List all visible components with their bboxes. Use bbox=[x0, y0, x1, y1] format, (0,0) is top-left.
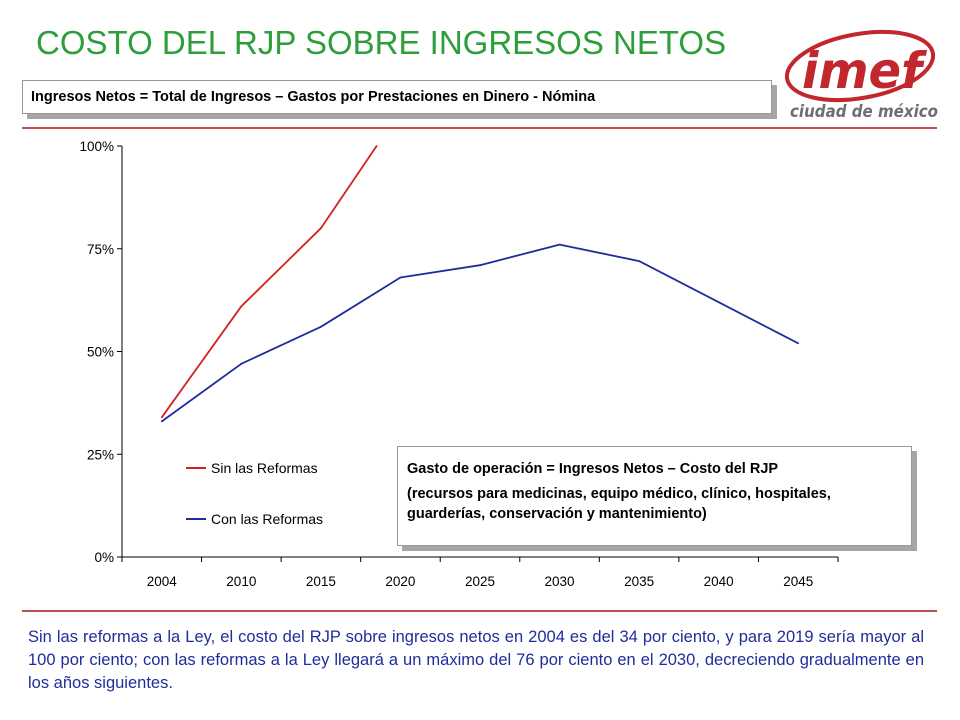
y-tick-label: 25% bbox=[87, 447, 114, 462]
y-tick-label: 50% bbox=[87, 345, 114, 360]
data-point bbox=[399, 276, 402, 279]
x-tick-label: 2020 bbox=[385, 574, 415, 589]
gasto-operacion-box: Gasto de operación = Ingresos Netos – Co… bbox=[397, 446, 912, 546]
legend-label: Con las Reformas bbox=[211, 511, 323, 527]
series-line-con-reformas bbox=[161, 243, 799, 423]
y-tick-label: 0% bbox=[94, 550, 114, 565]
x-tick-label: 2010 bbox=[226, 574, 256, 589]
data-point bbox=[638, 260, 640, 262]
line-chart: 0% 25% 50% 75% 100% 2004 2010 2015 2020 2025 2030… bbox=[79, 139, 839, 589]
header-rule bbox=[22, 127, 937, 129]
chart-series bbox=[160, 145, 800, 423]
chart-axes bbox=[117, 145, 839, 562]
series-line-sin-reformas bbox=[161, 145, 378, 418]
slide-title: COSTO DEL RJP SOBRE INGRESOS NETOS bbox=[36, 24, 727, 61]
x-tick-label: 2025 bbox=[465, 574, 495, 589]
x-tick-labels: 2004 2010 2015 2020 2025 2030 2035 2040 2045 bbox=[147, 574, 813, 589]
data-point bbox=[717, 301, 720, 304]
footer-rule bbox=[22, 610, 937, 612]
ingresos-netos-formula-box: Ingresos Netos = Total de Ingresos – Gas… bbox=[22, 80, 772, 114]
data-point bbox=[320, 325, 322, 328]
imef-logo: imef ciudad de méxico bbox=[784, 29, 938, 122]
data-point bbox=[479, 264, 481, 267]
data-point bbox=[240, 362, 243, 365]
x-tick-label: 2045 bbox=[783, 574, 813, 589]
x-tick-label: 2015 bbox=[306, 574, 336, 589]
logo-swoosh bbox=[784, 29, 936, 103]
y-tick-label: 75% bbox=[87, 242, 114, 257]
gasto-formula-text: Gasto de operación = Ingresos Netos – Co… bbox=[407, 461, 779, 477]
data-point bbox=[375, 145, 378, 147]
chart-legend: Sin las Reformas Con las Reformas bbox=[186, 460, 323, 527]
y-tick-labels: 0% 25% 50% 75% 100% bbox=[79, 139, 114, 565]
data-point bbox=[240, 305, 243, 308]
data-point bbox=[160, 416, 163, 419]
logo-main-text: imef bbox=[802, 42, 927, 100]
x-tick-label: 2035 bbox=[624, 574, 654, 589]
data-point bbox=[160, 420, 163, 423]
x-tick-label: 2030 bbox=[545, 574, 575, 589]
gasto-description-text: (recursos para medicinas, equipo médico,… bbox=[407, 486, 831, 522]
data-point bbox=[797, 342, 800, 345]
data-point bbox=[558, 243, 561, 246]
legend-label: Sin las Reformas bbox=[211, 460, 318, 476]
y-tick-label: 100% bbox=[79, 139, 114, 154]
footer-text: Sin las reformas a la Ley, el costo del … bbox=[28, 628, 924, 692]
x-tick-label: 2004 bbox=[147, 574, 178, 589]
data-point bbox=[320, 227, 322, 230]
logo-sub-text: ciudad de méxico bbox=[790, 102, 938, 122]
x-tick-label: 2040 bbox=[704, 574, 734, 589]
